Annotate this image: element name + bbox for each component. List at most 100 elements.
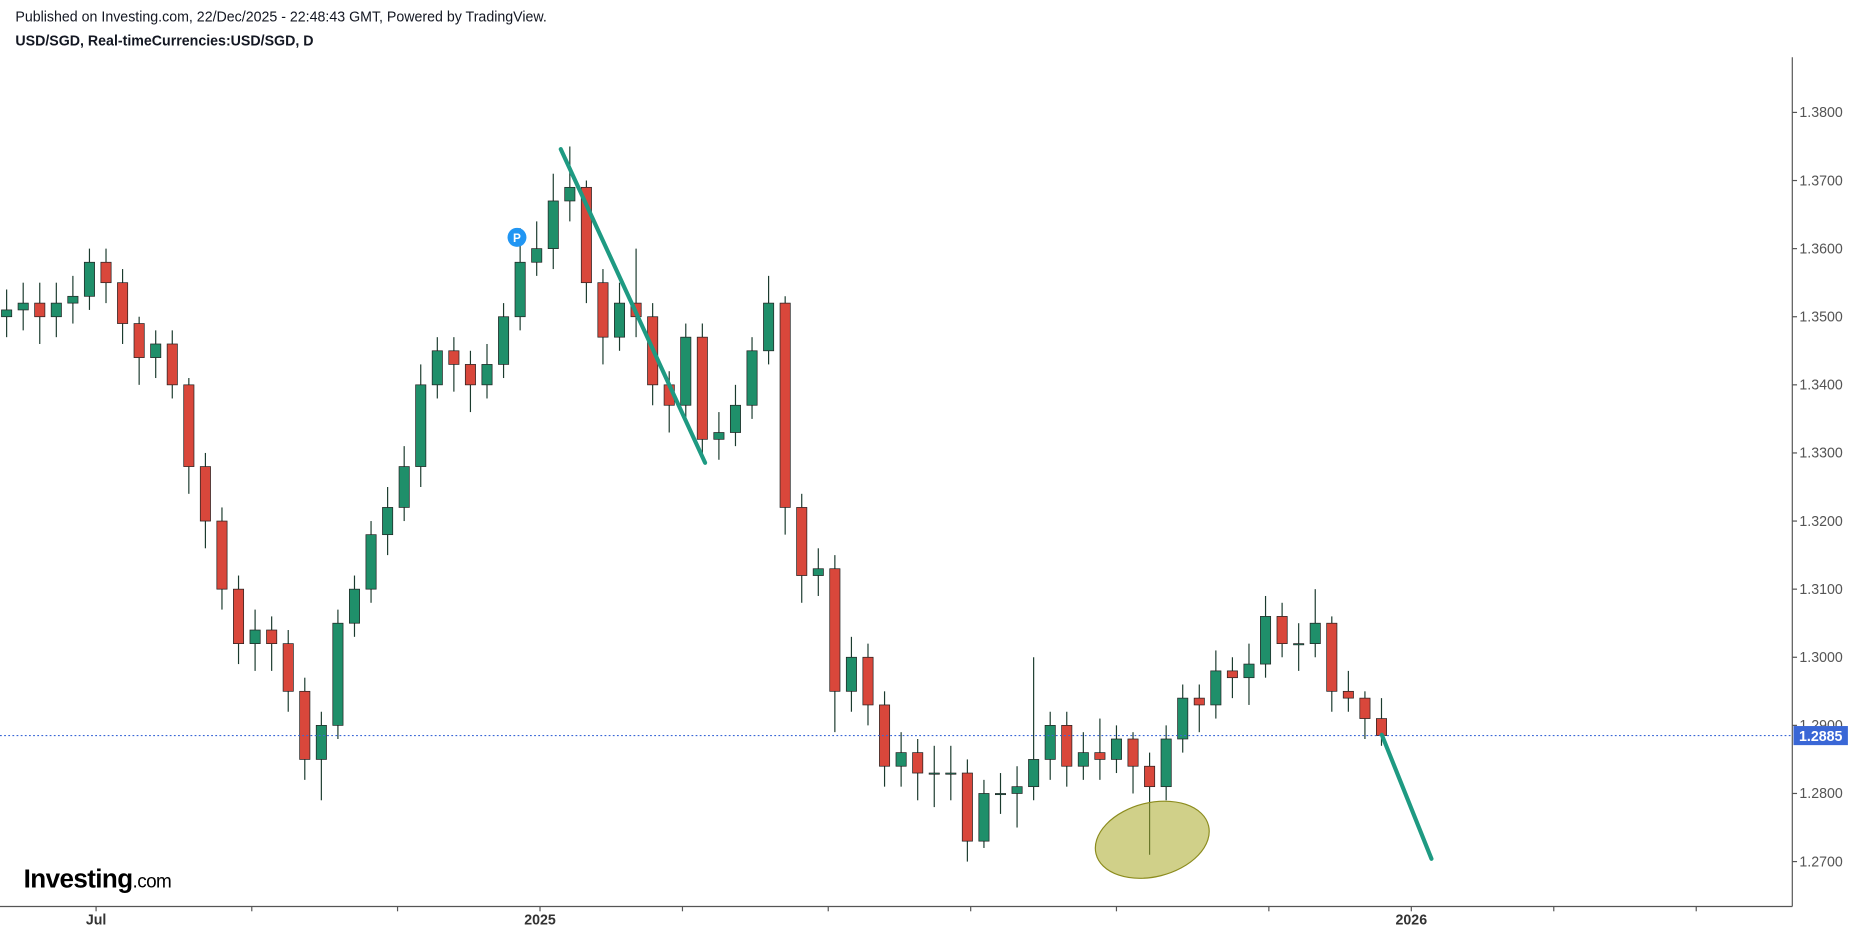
candle-body <box>779 302 791 508</box>
candle-body <box>365 534 377 590</box>
candle-body <box>1011 786 1023 794</box>
candle-body <box>117 282 129 324</box>
candle-body <box>680 336 692 406</box>
candle-body <box>729 404 741 433</box>
candle-body <box>978 793 990 842</box>
candle-body <box>713 432 725 440</box>
candle-body <box>282 643 294 692</box>
candle-body <box>266 629 278 645</box>
candle-body <box>746 350 758 406</box>
candle-body <box>1326 622 1338 692</box>
candle-body <box>1110 738 1122 760</box>
candle-body <box>1094 752 1106 760</box>
published-note: Published on Investing.com, 22/Dec/2025 … <box>15 9 546 25</box>
candle-body <box>1309 622 1321 645</box>
candle-body <box>431 350 443 386</box>
candle-body <box>564 186 576 202</box>
candle-body <box>332 622 344 726</box>
candle-body <box>448 350 460 365</box>
candle-body <box>498 316 510 365</box>
candle-body <box>895 752 907 767</box>
logo-main: Investing <box>24 863 133 893</box>
y-tick-label: 1.3500 <box>1799 309 1842 325</box>
y-tick-label: 1.3000 <box>1799 650 1842 666</box>
candle-body <box>928 772 940 775</box>
candle-body <box>216 520 228 590</box>
candle-body <box>696 336 708 440</box>
last-price-tag <box>1793 726 1848 746</box>
trend-line <box>1379 732 1434 861</box>
candle-body <box>912 752 924 774</box>
logo-suffix: .com <box>133 871 172 892</box>
position-marker <box>507 227 527 247</box>
candle-body <box>547 200 559 249</box>
last-price-label: 1.2885 <box>1799 729 1842 745</box>
highlight-ellipse <box>1094 800 1210 879</box>
trend-line <box>558 147 708 465</box>
candle-body <box>398 466 410 508</box>
y-tick-label: 1.3100 <box>1799 582 1842 598</box>
candle-body <box>1193 697 1205 706</box>
candle-body <box>481 364 493 386</box>
candle-body <box>415 384 427 467</box>
y-tick-label: 1.3700 <box>1799 173 1842 189</box>
candle-body <box>796 507 808 576</box>
candle-body <box>845 656 857 692</box>
x-tick-label: Jul <box>86 912 107 928</box>
candle-body <box>879 704 891 767</box>
candle-body <box>315 725 327 760</box>
candle-body <box>348 588 360 624</box>
candle-body <box>233 588 245 645</box>
candle-body <box>812 568 824 576</box>
candle-body <box>580 186 592 284</box>
candle-body <box>34 302 46 318</box>
candle-body <box>1243 663 1255 679</box>
candle-body <box>1160 738 1172 788</box>
candle-body <box>1028 759 1040 788</box>
candle-body <box>763 302 775 352</box>
candle-body <box>1260 616 1272 665</box>
candle-body <box>17 302 29 311</box>
y-tick-label: 1.3800 <box>1799 105 1842 121</box>
candle-body <box>199 466 211 522</box>
candle-body <box>1359 697 1371 719</box>
candle-body <box>1061 725 1073 767</box>
candle-body <box>464 364 476 386</box>
candle-body <box>597 282 609 338</box>
y-tick-label: 1.2800 <box>1799 786 1842 802</box>
candle-body <box>183 384 195 467</box>
candle-body <box>166 343 178 386</box>
chart-title: USD/SGD, Real-timeCurrencies:USD/SGD, D <box>15 33 313 49</box>
candle-body <box>1177 697 1189 740</box>
candle-body <box>1276 616 1288 645</box>
candle-body <box>995 793 1006 796</box>
candle-body <box>1226 670 1238 679</box>
x-tick-label: 2025 <box>524 912 556 928</box>
position-marker-icon: P <box>513 231 521 245</box>
y-tick-label: 1.3400 <box>1799 378 1842 394</box>
candle-body <box>961 772 973 842</box>
y-tick-label: 1.3200 <box>1799 514 1842 530</box>
candle-body <box>1127 738 1139 767</box>
candle-body <box>133 323 145 358</box>
candle-body <box>1077 752 1089 767</box>
y-tick-label: 1.3600 <box>1799 241 1842 257</box>
candle-body <box>249 629 261 645</box>
candle-body <box>1 309 13 318</box>
candle-body <box>299 690 311 760</box>
candle-body <box>67 295 79 304</box>
y-tick-label: 1.3300 <box>1799 446 1842 462</box>
candle-body <box>829 568 841 692</box>
y-tick-label: 1.2700 <box>1799 854 1842 870</box>
candle-body <box>1144 765 1156 788</box>
candle-body <box>1342 690 1354 699</box>
candle-body <box>1293 643 1305 646</box>
plot-area <box>0 146 1793 862</box>
x-tick-label: 2026 <box>1396 912 1428 928</box>
candle-body <box>614 302 626 338</box>
candle-body <box>150 343 162 358</box>
candle-body <box>100 261 112 284</box>
